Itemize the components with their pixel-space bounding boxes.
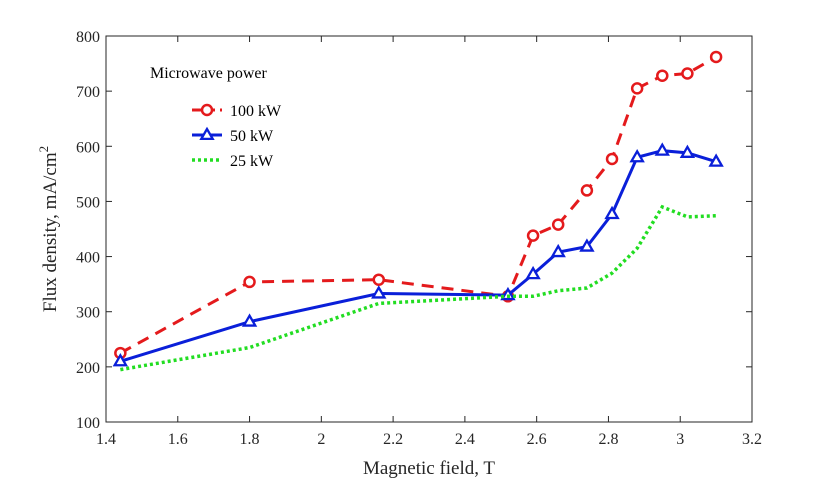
data-point-circle xyxy=(551,218,565,231)
series-line xyxy=(119,149,717,363)
data-point-circle xyxy=(372,273,386,286)
data-point-triangle xyxy=(550,243,566,258)
series-line xyxy=(119,55,717,355)
data-point-circle xyxy=(243,275,256,289)
legend: Microwave power 100 kW 50 kW 25 kW xyxy=(150,65,282,170)
y-tick-label: 800 xyxy=(76,29,100,46)
y-tick-label: 600 xyxy=(76,139,100,156)
data-point-triangle xyxy=(654,142,670,156)
series-line xyxy=(120,204,717,372)
y-tick-label: 300 xyxy=(76,305,100,322)
legend-label: 25 kW xyxy=(230,153,274,170)
series-3 xyxy=(120,204,717,372)
x-tick-label: 3.2 xyxy=(742,431,762,448)
data-point-triangle xyxy=(708,153,724,167)
y-tick-label: 400 xyxy=(76,250,100,267)
legend-label: 50 kW xyxy=(230,128,274,145)
legend-label: 100 kW xyxy=(230,103,282,120)
data-point-triangle xyxy=(371,285,387,299)
y-axis-title-main: Flux density, mA/cm xyxy=(40,152,61,312)
data-point-triangle xyxy=(579,238,595,252)
data-point-triangle xyxy=(679,144,696,158)
y-tick-label: 500 xyxy=(76,194,100,211)
data-point-triangle xyxy=(500,286,516,301)
x-tick-label: 2.6 xyxy=(527,431,547,448)
y-tick-label: 200 xyxy=(76,360,100,377)
x-tick-label: 2.2 xyxy=(383,431,403,448)
data-point-triangle xyxy=(525,265,541,280)
data-point-circle xyxy=(200,103,214,117)
data-point-circle xyxy=(681,67,694,80)
series-layer xyxy=(112,50,724,372)
legend-title: Microwave power xyxy=(150,65,268,82)
x-tick-label: 1.6 xyxy=(168,431,188,448)
data-point-circle xyxy=(526,229,540,242)
y-axis-title: Flux density, mA/cm2 xyxy=(36,146,61,312)
x-tick-label: 1.4 xyxy=(96,431,116,448)
data-point-triangle xyxy=(629,149,645,163)
y-tick-label: 700 xyxy=(76,84,100,101)
x-tick-label: 2.4 xyxy=(455,431,475,448)
data-point-circle xyxy=(580,184,594,197)
x-tick-label: 3 xyxy=(676,431,684,448)
x-axis-title: Magnetic field, T xyxy=(363,458,495,479)
x-tick-label: 2 xyxy=(317,431,325,448)
data-point-triangle xyxy=(199,126,215,141)
series-2 xyxy=(112,142,724,367)
data-point-circle xyxy=(605,152,619,166)
axis-ticks: 1.4 1.6 1.8 2 2.2 2.4 2.6 2.8 3 3.2 100 200 300 400 50… xyxy=(76,29,762,448)
data-point-circle xyxy=(630,82,644,95)
x-tick-label: 1.8 xyxy=(240,431,260,448)
data-point-triangle xyxy=(241,313,258,327)
y-tick-label: 100 xyxy=(76,415,100,432)
data-point-circle xyxy=(656,69,669,82)
data-point-circle xyxy=(709,50,723,64)
plot-area xyxy=(105,35,753,423)
x-tick-label: 2.8 xyxy=(598,431,618,448)
series-1 xyxy=(114,50,723,360)
data-point-triangle xyxy=(604,205,620,220)
y-axis-title-superscript: 2 xyxy=(36,146,51,153)
data-point-triangle xyxy=(112,353,129,367)
